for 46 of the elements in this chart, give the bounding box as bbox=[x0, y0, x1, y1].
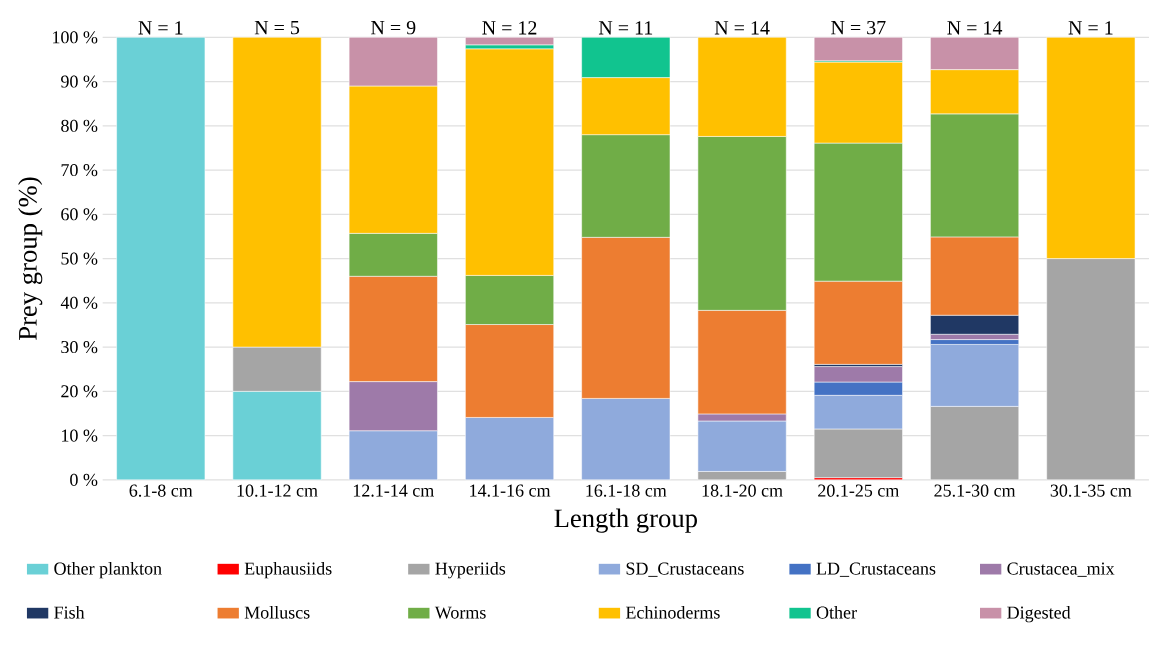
legend-label: Other plankton bbox=[54, 562, 162, 579]
legend-label: Other bbox=[816, 606, 857, 619]
legend-label: Echinoderms bbox=[625, 606, 720, 619]
x-tick-label: 12.1-14 cm bbox=[353, 484, 434, 497]
x-axis-title: Length group bbox=[554, 508, 697, 533]
legend-label: Worms bbox=[434, 606, 486, 619]
annotation: N = 1 bbox=[1068, 21, 1113, 35]
annotation: N = 11 bbox=[598, 21, 653, 35]
y-tick-label: 0 % bbox=[70, 473, 98, 487]
legend-label: Fish bbox=[54, 606, 85, 619]
x-tick-label: 20.1-25 cm bbox=[818, 484, 900, 497]
legend-label: Crustacea_mix bbox=[1007, 562, 1115, 577]
annotation: N = 5 bbox=[254, 21, 300, 35]
y-tick-label: 30 % bbox=[61, 341, 98, 354]
annotation: N = 14 bbox=[947, 21, 1003, 35]
bar bbox=[116, 37, 206, 481]
legend-label: LD_Crustaceans bbox=[816, 562, 936, 577]
x-tick-label: 30.1-35 cm bbox=[1050, 484, 1132, 497]
y-tick-label: 50 % bbox=[61, 252, 98, 265]
x-tick-label: 10.1-12 cm bbox=[237, 484, 318, 497]
x-tick-label: 14.1-16 cm bbox=[470, 484, 551, 497]
y-tick-label: 100 % bbox=[53, 31, 98, 44]
legend-label: Digested bbox=[1007, 606, 1071, 623]
legend-label: SD_Crustaceans bbox=[626, 562, 744, 577]
legend-label: Euphausiids bbox=[244, 562, 332, 579]
y-tick-label: 90 % bbox=[61, 75, 98, 88]
annotation: N = 9 bbox=[371, 21, 416, 35]
x-tick-label: 18.1-20 cm bbox=[702, 484, 783, 497]
annotation: N = 12 bbox=[482, 21, 537, 35]
annotation: N = 1 bbox=[138, 21, 183, 35]
y-tick-label: 80 % bbox=[61, 119, 98, 133]
y-tick-label: 60 % bbox=[61, 208, 98, 221]
bar bbox=[813, 37, 903, 62]
y-tick-label: 20 % bbox=[61, 385, 98, 398]
y-axis-title: Prey group (%) bbox=[18, 177, 43, 341]
y-tick-label: 10 % bbox=[62, 429, 98, 442]
y-tick-label: 70 % bbox=[61, 164, 98, 177]
y-tick-label: 40 % bbox=[60, 296, 98, 310]
annotation: N = 37 bbox=[831, 21, 886, 35]
legend-label: Molluscs bbox=[244, 606, 310, 619]
annotation: N = 14 bbox=[714, 21, 770, 35]
x-tick-label: 25.1-30 cm bbox=[934, 484, 1016, 497]
legend-label: Hyperiids bbox=[435, 562, 506, 579]
x-tick-label: 16.1-18 cm bbox=[586, 484, 667, 497]
bar bbox=[465, 37, 555, 46]
x-tick-label: 6.1-8 cm bbox=[129, 484, 193, 497]
